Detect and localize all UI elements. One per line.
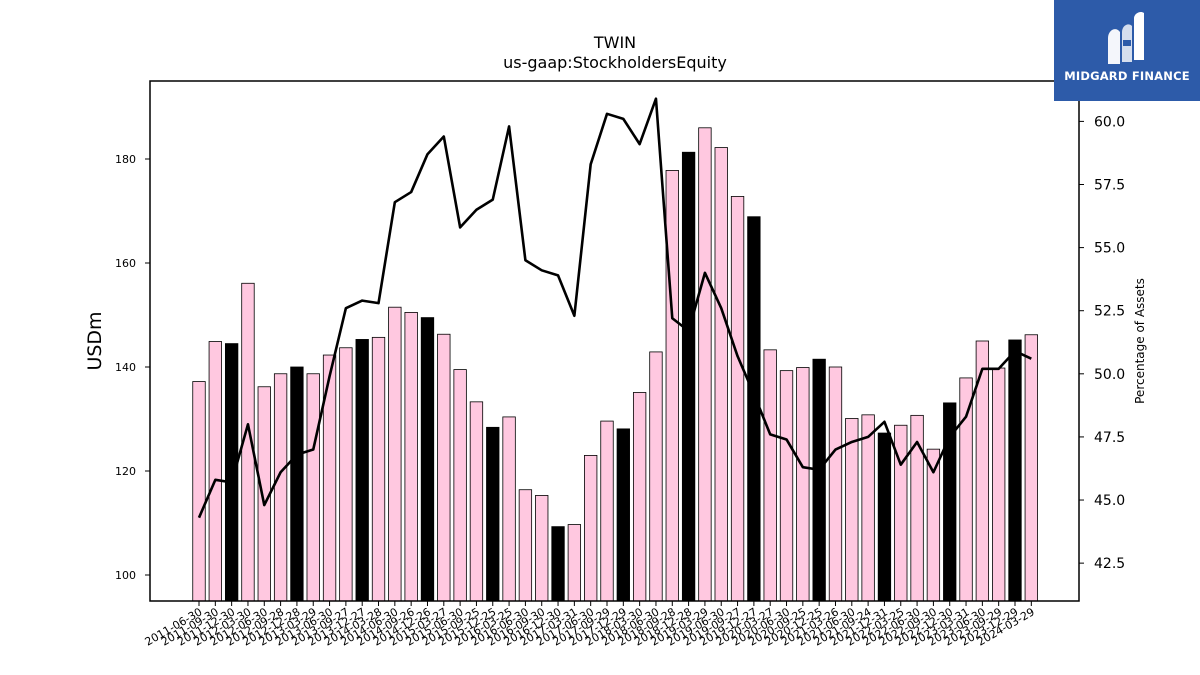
x-axis: 2011-06-302011-09-302011-12-302012-03-30… — [143, 601, 1037, 649]
bar — [632, 392, 647, 602]
bar — [992, 367, 1006, 602]
line-layer — [197, 97, 1032, 519]
chart-subtitle: us-gaap:StockholdersEquity — [503, 53, 727, 72]
bar — [616, 428, 630, 602]
bar — [796, 367, 810, 602]
bar — [730, 196, 745, 602]
y2-tick-label: 42.5 — [1094, 556, 1125, 572]
bar — [518, 489, 533, 602]
y2-tick-label: 52.5 — [1094, 304, 1125, 320]
bar — [502, 416, 516, 602]
y-axis-right: 42.5 45.0 47.5 50.0 52.5 55.0 57.5 60.0 — [1079, 114, 1125, 572]
bar — [192, 381, 206, 602]
bar — [698, 127, 712, 602]
chart-title: TWIN — [593, 33, 636, 52]
bar — [681, 151, 696, 602]
bar — [551, 526, 565, 602]
bar — [388, 306, 402, 602]
y2-tick-label: 55.0 — [1094, 241, 1125, 257]
bar — [208, 341, 222, 602]
plot-frame — [149, 80, 1080, 602]
bars-layer — [192, 127, 1038, 602]
bar — [763, 349, 777, 602]
bar — [861, 414, 875, 602]
midgard-finance-logo: MIDGARD FINANCE — [1054, 0, 1200, 101]
bar — [420, 317, 435, 602]
y2-tick-label: 60.0 — [1094, 114, 1125, 130]
bar — [273, 373, 288, 602]
y-tick-label: 100 — [115, 569, 136, 582]
y2-tick-label: 57.5 — [1094, 177, 1125, 193]
y2-tick-label: 50.0 — [1094, 367, 1125, 383]
bar — [714, 147, 728, 602]
bar — [600, 420, 614, 602]
bar — [306, 373, 320, 602]
bar — [404, 311, 418, 602]
bar — [437, 333, 451, 602]
y-axis-left: 100 120 140 160 180 — [115, 153, 150, 582]
y2-tick-label: 47.5 — [1094, 430, 1125, 446]
bar — [453, 369, 467, 602]
bar — [371, 336, 386, 602]
percentage-line — [197, 97, 1032, 519]
bar — [812, 358, 826, 602]
bar — [469, 401, 484, 602]
bar — [339, 347, 353, 602]
bar — [290, 366, 304, 602]
bar — [535, 495, 549, 602]
bar — [828, 366, 843, 602]
bar — [486, 426, 500, 602]
y2-axis-label: Percentage of Assets — [1133, 278, 1147, 404]
y2-tick-label: 45.0 — [1094, 493, 1125, 509]
bar — [877, 432, 892, 602]
bar — [1008, 339, 1022, 602]
bar — [959, 377, 973, 602]
y-tick-label: 180 — [115, 153, 136, 166]
bar — [224, 343, 239, 602]
bar — [567, 524, 582, 602]
y-axis-label: USDm — [84, 311, 106, 370]
bar — [779, 370, 794, 602]
bar — [584, 454, 598, 602]
y-tick-label: 140 — [115, 361, 136, 374]
bar — [747, 216, 761, 602]
bar — [649, 351, 663, 602]
bar — [355, 339, 369, 602]
bar — [1024, 334, 1038, 602]
bar — [665, 170, 679, 602]
midgard-logo-icon — [1108, 11, 1144, 64]
y-tick-label: 120 — [115, 465, 136, 478]
y-tick-label: 160 — [115, 257, 136, 270]
bar — [845, 418, 859, 602]
